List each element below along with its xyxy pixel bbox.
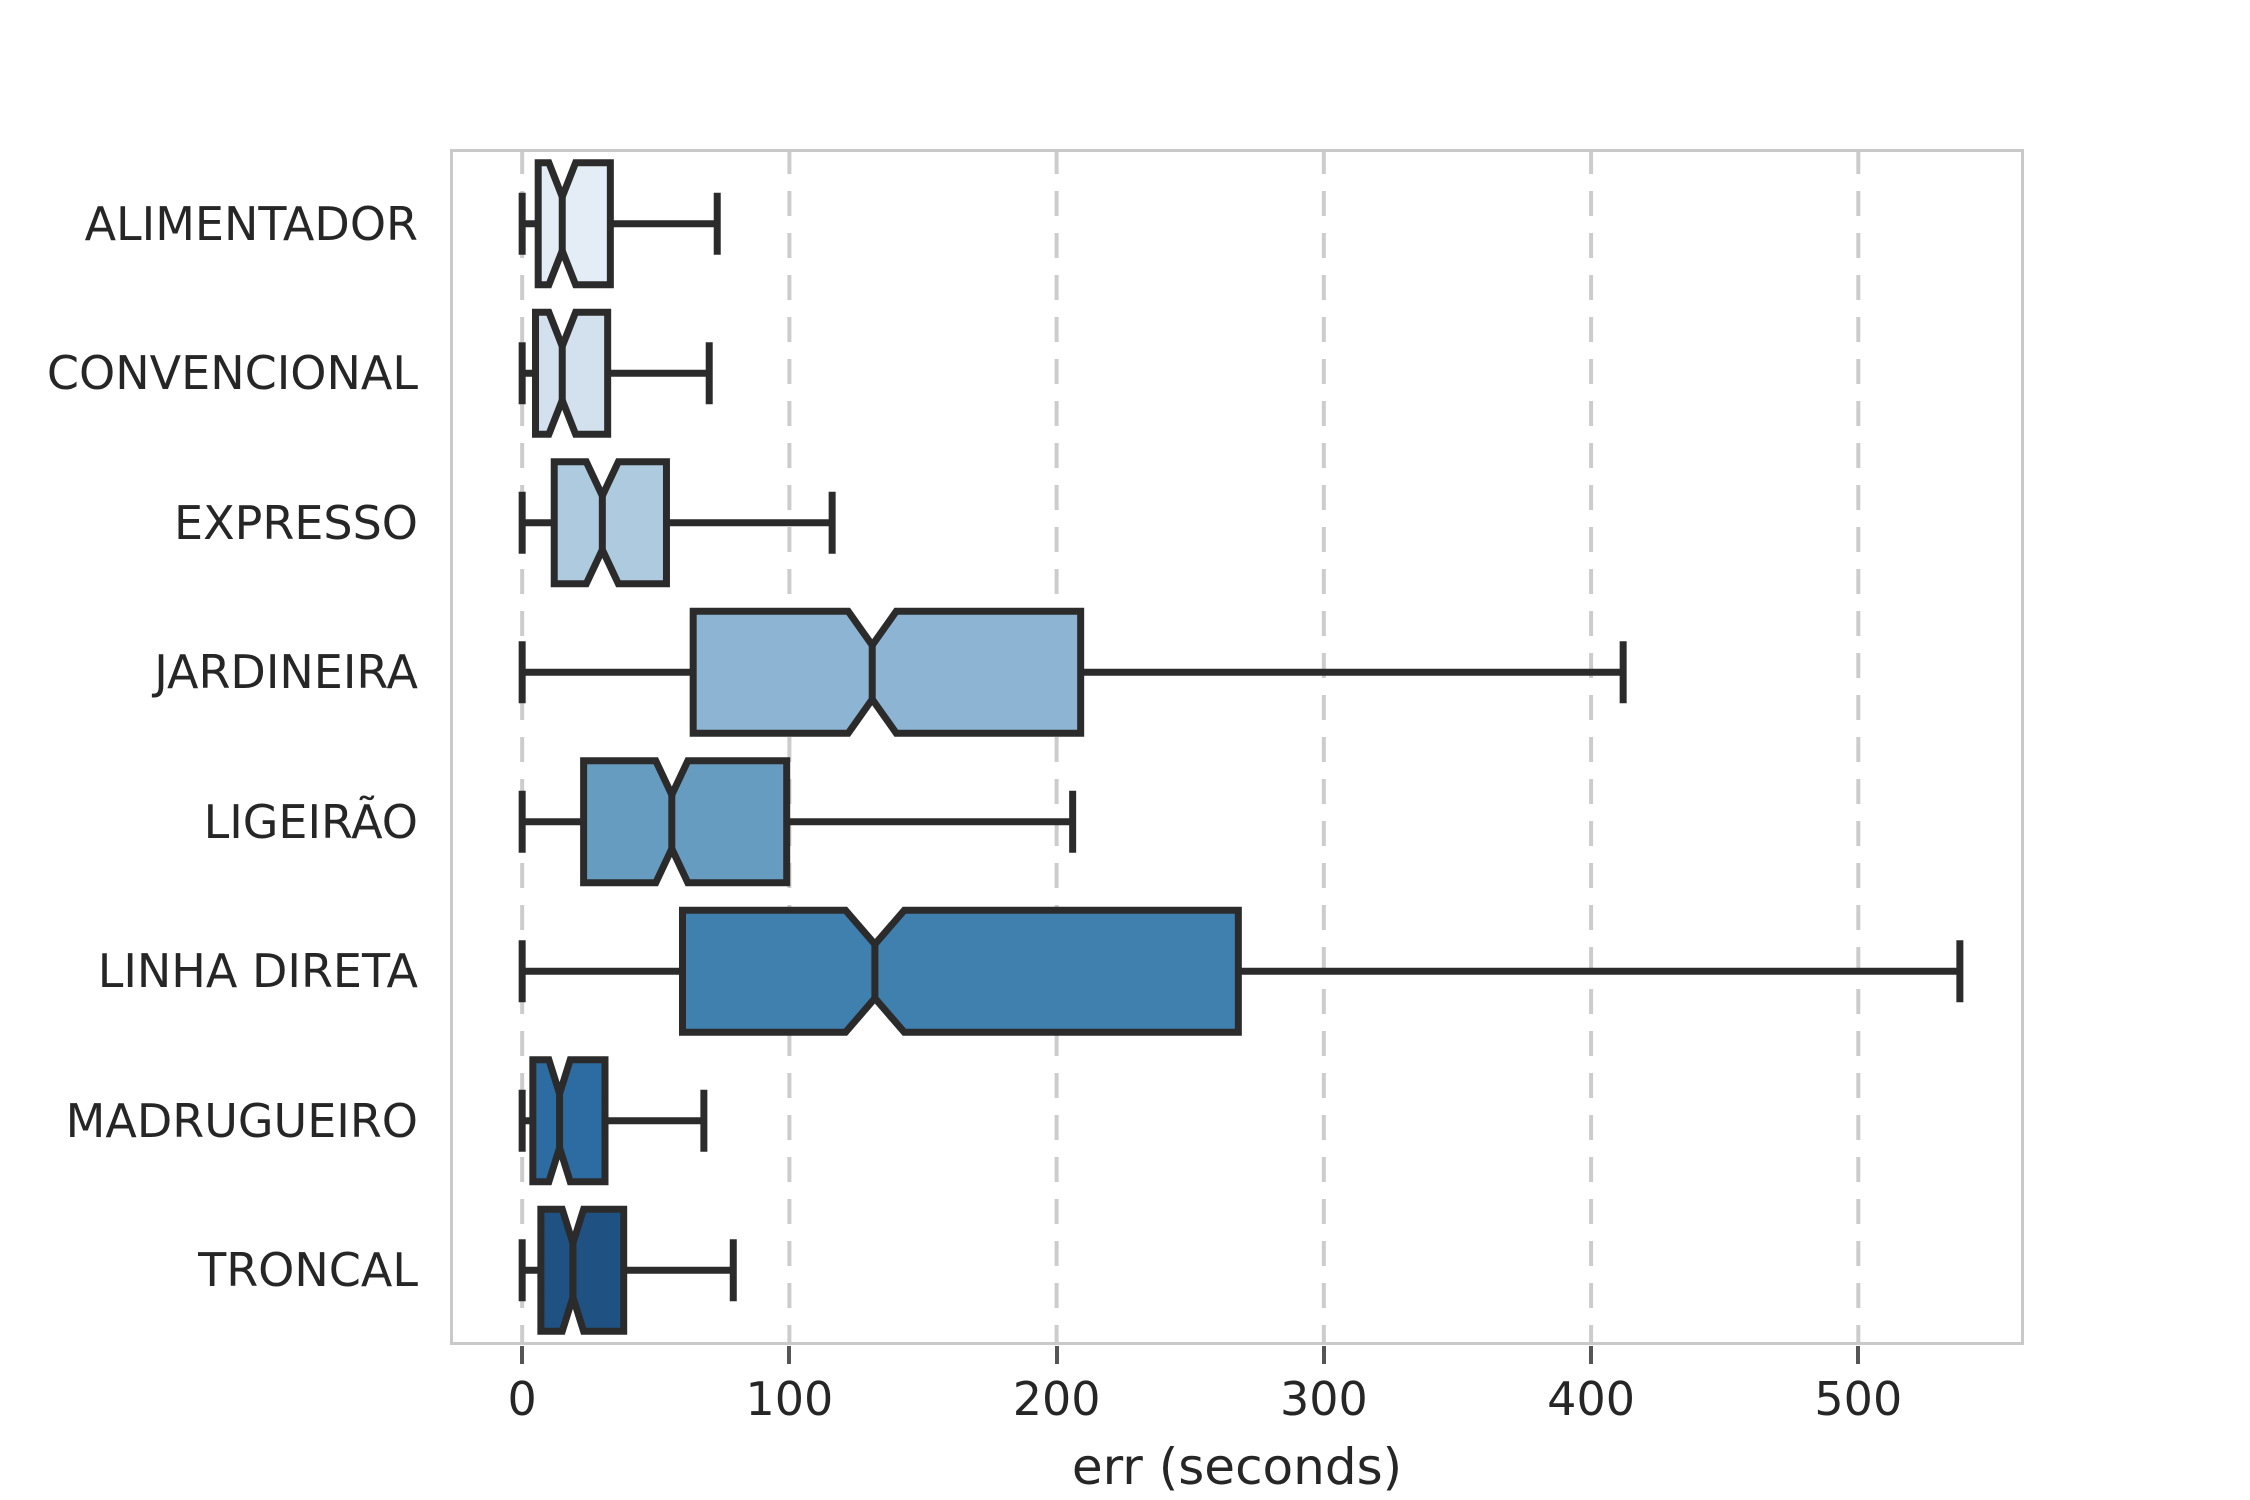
y-tick-label-troncal: TRONCAL	[198, 1243, 418, 1298]
x-tick-label-400: 400	[1547, 1372, 1635, 1426]
notched-box	[532, 308, 612, 438]
notched-box	[678, 906, 1242, 1036]
y-tick-label-ligeirao: LIGEIRÃO	[203, 794, 418, 849]
y-tick-label-convencional: CONVENCIONAL	[46, 346, 418, 401]
notched-box	[529, 1056, 609, 1186]
notched-box	[550, 458, 670, 588]
plot-area	[450, 149, 2024, 1345]
x-tick-mark-500	[1856, 1346, 1861, 1364]
notched-box	[534, 159, 614, 289]
y-tick-label-alimentador: ALIMENTADOR	[84, 196, 418, 251]
x-axis-label: err (seconds)	[1071, 1438, 1403, 1496]
box-row-convencional	[518, 308, 713, 438]
x-tick-mark-300	[1321, 1346, 1326, 1364]
notched-box	[689, 607, 1085, 737]
box-row-alimentador	[518, 159, 721, 289]
y-tick-label-madrugueiro: MADRUGUEIRO	[65, 1093, 418, 1148]
boxplot-canvas	[450, 149, 2024, 1345]
x-tick-mark-100	[787, 1346, 792, 1364]
box-row-ligeirao	[518, 757, 1077, 887]
x-tick-label-0: 0	[507, 1372, 537, 1426]
x-tick-label-100: 100	[745, 1372, 834, 1426]
x-tick-label-200: 200	[1012, 1372, 1101, 1426]
plot-border	[450, 149, 2024, 1345]
box-row-linha-direta	[518, 906, 1964, 1036]
box-row-madrugueiro	[518, 1056, 708, 1186]
box-row-expresso	[518, 458, 836, 588]
x-tick-mark-200	[1054, 1346, 1059, 1364]
box-row-jardineira	[518, 607, 1627, 737]
x-tick-label-300: 300	[1279, 1372, 1368, 1426]
y-tick-label-linha-direta: LINHA DIRETA	[97, 944, 418, 999]
y-tick-label-expresso: EXPRESSO	[174, 495, 418, 550]
x-tick-mark-0	[520, 1346, 525, 1364]
y-tick-label-jardineira: JARDINEIRA	[154, 645, 418, 700]
x-tick-label-500: 500	[1814, 1372, 1903, 1426]
notched-box	[580, 757, 791, 887]
box-row-troncal	[518, 1205, 737, 1335]
x-tick-mark-400	[1589, 1346, 1594, 1364]
notched-box	[537, 1205, 628, 1335]
